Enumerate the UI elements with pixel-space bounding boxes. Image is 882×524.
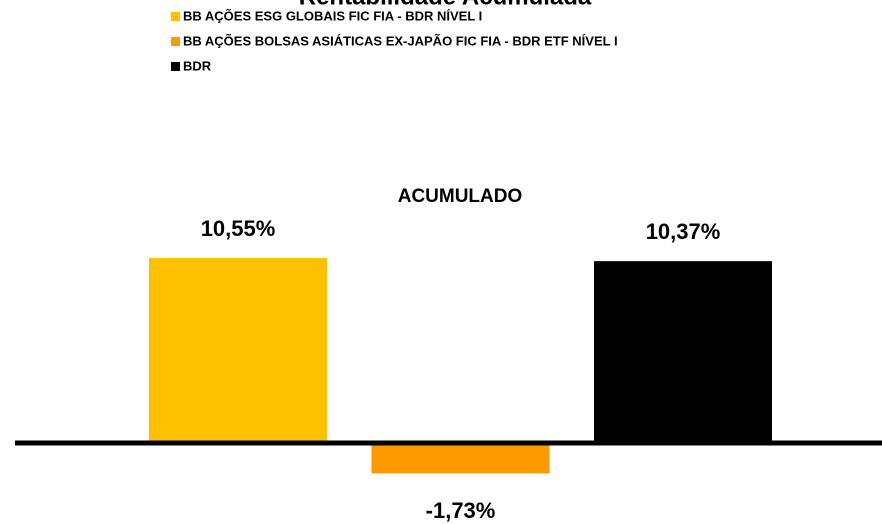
- data-label: 10,55%: [201, 216, 276, 241]
- legend-label: BB AÇÕES ESG GLOBAIS FIC FIA - BDR NÍVEL…: [183, 8, 482, 23]
- legend-swatch: [171, 12, 180, 21]
- bar: [149, 258, 327, 443]
- legend-label: BDR: [183, 58, 212, 73]
- chart-title: Rentabilidade Acumulada: [299, 0, 592, 10]
- data-label: -1,73%: [426, 498, 496, 523]
- legend-label: BB AÇÕES BOLSAS ASIÁTICAS EX-JAPÃO FIC F…: [183, 33, 618, 48]
- bar: [594, 261, 772, 443]
- data-label: 10,37%: [646, 219, 721, 244]
- legend-swatch: [171, 62, 180, 71]
- category-label: ACUMULADO: [398, 186, 523, 207]
- bar: [371, 443, 550, 474]
- legend-swatch: [171, 37, 180, 46]
